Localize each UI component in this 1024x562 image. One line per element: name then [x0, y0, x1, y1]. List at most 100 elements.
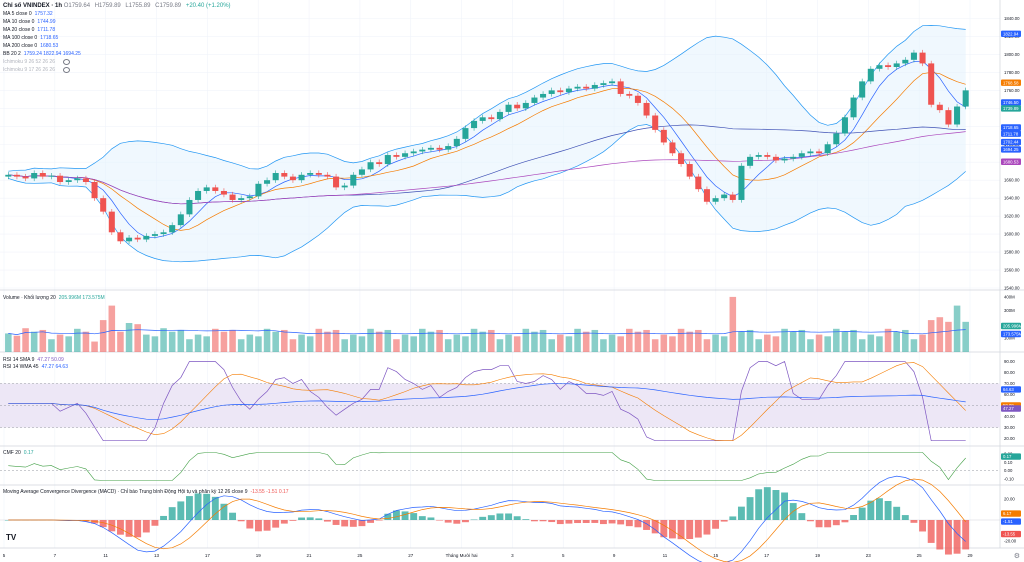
- indicator-row[interactable]: Ichimoku 9 26 52 26 26: [3, 58, 84, 66]
- indicator-row[interactable]: MA 20 close 0 1711.78: [3, 26, 84, 34]
- candle-body: [565, 88, 572, 93]
- indicator-value: 1680.53: [40, 43, 59, 49]
- indicator-row[interactable]: MA 10 close 0 1744.99: [3, 18, 84, 26]
- price-badge-label: 0.17: [1003, 454, 1012, 459]
- candle-body: [298, 174, 305, 181]
- candle-body: [755, 155, 762, 157]
- volume-bar: [936, 317, 944, 352]
- candle-body: [669, 142, 676, 154]
- volume-bar: [703, 339, 711, 352]
- bb-fill: [8, 25, 966, 262]
- visibility-eye-icon[interactable]: [62, 66, 70, 73]
- macd-hist-bar: [427, 517, 435, 520]
- macd-hist-bar: [625, 520, 633, 527]
- candle-body: [902, 59, 909, 64]
- candle-body: [936, 104, 943, 111]
- macd-hist-bar: [962, 520, 970, 550]
- volume-bar: [151, 336, 159, 352]
- candle-body: [850, 97, 857, 118]
- candle-body: [660, 129, 667, 143]
- x-axis-label: 13: [154, 553, 160, 558]
- volume-bar: [591, 329, 599, 352]
- macd-hist-bar: [410, 513, 418, 520]
- macd-hist-bar: [944, 520, 952, 555]
- volume-bar: [677, 328, 685, 352]
- candle-body: [393, 155, 400, 157]
- indicator-row[interactable]: MA 100 close 0 1718.65: [3, 34, 84, 42]
- macd-hist-bar: [634, 520, 642, 528]
- volume-bar: [358, 336, 366, 352]
- candle-body: [212, 187, 219, 191]
- chart-header: Chỉ số VNINDEX · 1h O1759.64 H1759.89 L1…: [3, 2, 234, 10]
- macd-hist-bar: [470, 519, 478, 521]
- x-axis-label: 5: [562, 553, 565, 558]
- candle-body: [246, 196, 253, 199]
- candle-body: [376, 162, 383, 165]
- candle-body: [117, 232, 124, 242]
- candle-body: [74, 178, 81, 181]
- macd-hist-bar: [694, 520, 702, 538]
- price-badge: [1001, 105, 1021, 112]
- macd-hist-bar: [168, 507, 176, 520]
- candle-body: [867, 68, 874, 82]
- candle-body: [272, 173, 279, 181]
- macd-hist-bar: [211, 496, 219, 520]
- volume-bar: [255, 336, 262, 352]
- settings-gear-icon[interactable]: ⚙: [1013, 553, 1020, 560]
- candle-body: [203, 187, 210, 191]
- candle-body: [31, 173, 38, 179]
- candle-body: [496, 111, 503, 120]
- indicator-row[interactable]: MA 200 close 0 1680.53: [3, 42, 84, 50]
- candle-body: [643, 102, 650, 116]
- volume-bar: [488, 329, 495, 352]
- macd-hist-bar: [479, 516, 487, 520]
- volume-bar: [427, 331, 435, 352]
- candle-body: [436, 147, 443, 150]
- volume-bar: [13, 335, 21, 352]
- candle-body: [583, 86, 590, 89]
- macd-hist-bar: [824, 520, 832, 528]
- y-axis-label: 90.00: [1004, 359, 1015, 364]
- volume-bar: [626, 328, 633, 352]
- candle-body: [471, 120, 478, 129]
- macd-hist-bar: [660, 520, 668, 538]
- tradingview-logo-icon[interactable]: TV: [6, 533, 17, 542]
- volume-bar: [695, 329, 702, 352]
- macd-hist-bar: [599, 520, 607, 525]
- volume-bar: [341, 339, 348, 352]
- candle-body: [65, 180, 72, 182]
- indicator-row[interactable]: Ichimoku 9 17 26 26 26: [3, 66, 84, 74]
- candle-body: [238, 198, 245, 200]
- macd-hist-bar: [910, 520, 918, 523]
- cmf-legend: CMF 20 0.17: [3, 449, 37, 457]
- volume-bar: [686, 331, 693, 352]
- candle-body: [220, 190, 227, 195]
- x-axis-label: 25: [917, 553, 923, 558]
- volume-bar: [884, 328, 892, 352]
- moving-averages: [8, 60, 966, 239]
- candle-body: [48, 175, 55, 177]
- visibility-eye-icon[interactable]: [62, 58, 70, 65]
- volume-bar: [772, 336, 780, 352]
- indicator-row[interactable]: BB 20 2 1759.24 1822.94 1694.25: [3, 50, 84, 58]
- macd-hist-bar: [832, 520, 840, 526]
- y-axis-label: 0.00: [1004, 468, 1013, 473]
- y-axis-label: 20.00: [1004, 436, 1015, 441]
- indicator-row[interactable]: MA 5 close 0 1757.32: [3, 10, 84, 18]
- indicator-value: 1744.99: [37, 19, 56, 25]
- candle-body: [919, 52, 926, 64]
- macd-hist-bar: [729, 516, 737, 520]
- macd-hist-bar: [763, 487, 771, 520]
- volume-bar: [298, 334, 305, 352]
- rsi-label: RSI 14 SMA 9: [3, 357, 35, 363]
- cmf-value: 0.17: [23, 450, 34, 456]
- volume-bar: [651, 339, 659, 352]
- x-axis-label: 5: [3, 553, 6, 558]
- volume-bar: [306, 336, 314, 352]
- candle-body: [574, 86, 581, 89]
- candle-body: [151, 234, 158, 236]
- candle-body: [634, 95, 641, 103]
- price-badge: [1001, 158, 1021, 165]
- candle-body: [289, 176, 296, 181]
